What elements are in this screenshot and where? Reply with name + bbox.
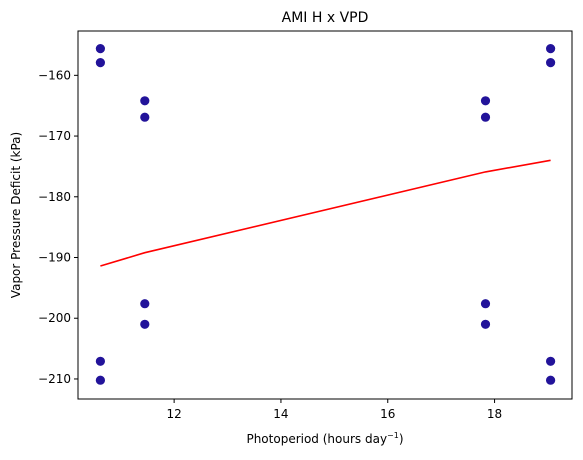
scatter-point: [140, 320, 149, 329]
y-tick-label: −170: [38, 129, 71, 143]
scatter-point: [481, 113, 490, 122]
scatter-point: [140, 96, 149, 105]
scatter-point: [546, 58, 555, 67]
x-tick-label: 16: [380, 407, 395, 421]
scatter-point: [481, 320, 490, 329]
scatter-point: [481, 299, 490, 308]
y-tick-label: −210: [38, 372, 71, 386]
y-tick-label: −200: [38, 311, 71, 325]
trend-line: [100, 160, 550, 266]
axis-ticks: 12 14 16 18 −160 −170 −180 −190 −200 −210: [38, 68, 502, 421]
y-tick-label: −160: [38, 68, 71, 82]
scatter-point: [96, 376, 105, 385]
x-tick-label: 12: [166, 407, 181, 421]
plot-frame: [78, 31, 572, 399]
y-axis-label: Vapor Pressure Deficit (kPa): [9, 132, 23, 298]
chart-title: AMI H x VPD: [282, 10, 369, 26]
y-tick-label: −180: [38, 190, 71, 204]
scatter-point: [546, 357, 555, 366]
scatter-point: [140, 113, 149, 122]
x-axis-label: Photoperiod (hours day−1): [246, 431, 403, 446]
scatter-point: [96, 58, 105, 67]
scatter-point: [96, 357, 105, 366]
x-tick-label: 14: [273, 407, 288, 421]
scatter-point: [96, 44, 105, 53]
plot-marks: [96, 44, 555, 385]
x-axis-label-end: ): [399, 432, 404, 446]
scatter-point: [546, 376, 555, 385]
x-axis-label-superscript: −1: [387, 431, 399, 440]
y-tick-label: −190: [38, 251, 71, 265]
scatter-point: [140, 299, 149, 308]
scatter-point: [546, 44, 555, 53]
scatter-point: [481, 96, 490, 105]
x-tick-label: 18: [487, 407, 502, 421]
